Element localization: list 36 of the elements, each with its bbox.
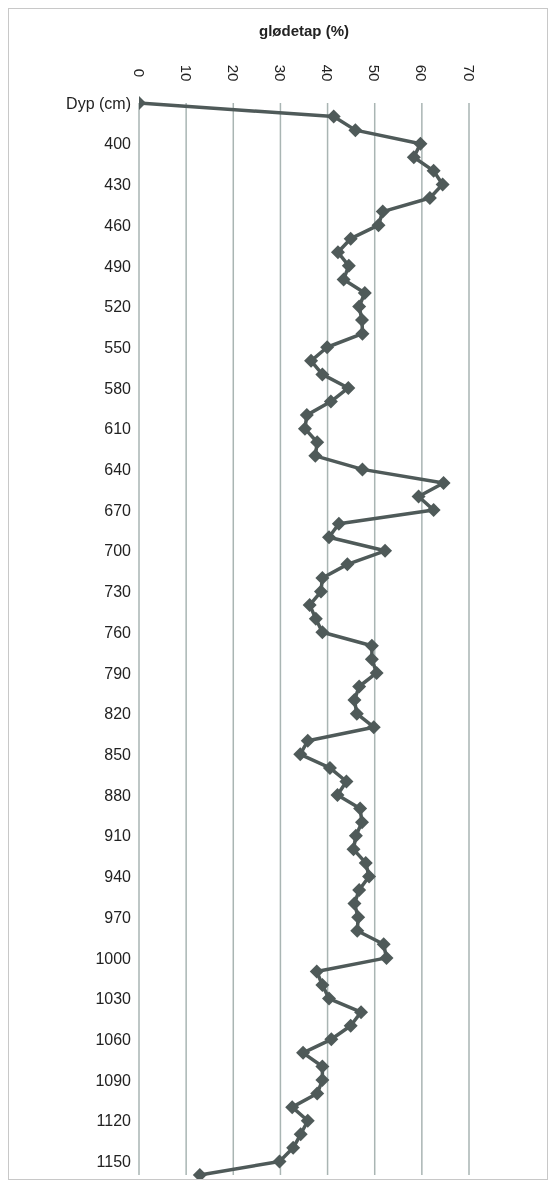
- x-tick-label: 70: [460, 64, 478, 82]
- y-tick-label: 400: [104, 135, 132, 153]
- y-tick-label: 580: [104, 379, 132, 397]
- y-tick-label: 820: [104, 705, 132, 723]
- x-tick-label: 50: [366, 64, 384, 82]
- y-tick-label: 1150: [96, 1153, 132, 1171]
- x-tick-label: 30: [271, 64, 289, 82]
- y-tick-label: 1030: [95, 990, 132, 1008]
- y-tick-label: 610: [104, 420, 132, 438]
- y-tick-label: 550: [104, 338, 132, 356]
- y-tick-label: 730: [104, 583, 132, 601]
- y-tick-label: 1090: [95, 1071, 132, 1089]
- x-tick-label: 60: [413, 64, 431, 82]
- x-tick-label: 10: [177, 64, 195, 82]
- y-tick-label: 850: [104, 746, 132, 764]
- y-tick-label: 1120: [96, 1112, 132, 1130]
- y-tick-label: 880: [104, 786, 132, 804]
- y-tick-label: 490: [104, 257, 132, 275]
- y-tick-label: 1000: [95, 949, 132, 967]
- x-tick-label: 0: [130, 68, 148, 78]
- y-tick-label: 790: [104, 664, 132, 682]
- x-tick-label: 20: [224, 64, 242, 82]
- y-tick-label: 970: [104, 908, 132, 926]
- y-tick-label: 430: [104, 176, 132, 194]
- y-tick-label: 760: [104, 623, 132, 641]
- y-tick-label: 460: [104, 216, 132, 234]
- y-tick-label: 670: [104, 501, 132, 519]
- y-tick-label: 940: [104, 868, 132, 886]
- y-tick-label: 520: [104, 298, 132, 316]
- y-tick-label: 700: [104, 542, 132, 560]
- y-tick-label: Dyp (cm): [66, 94, 131, 112]
- y-tick-label: 910: [104, 827, 132, 845]
- y-tick-label: 1060: [95, 1030, 132, 1048]
- x-tick-label: 40: [319, 64, 337, 82]
- x-axis-title: glødetap (%): [259, 21, 349, 39]
- y-tick-label: 640: [104, 461, 132, 479]
